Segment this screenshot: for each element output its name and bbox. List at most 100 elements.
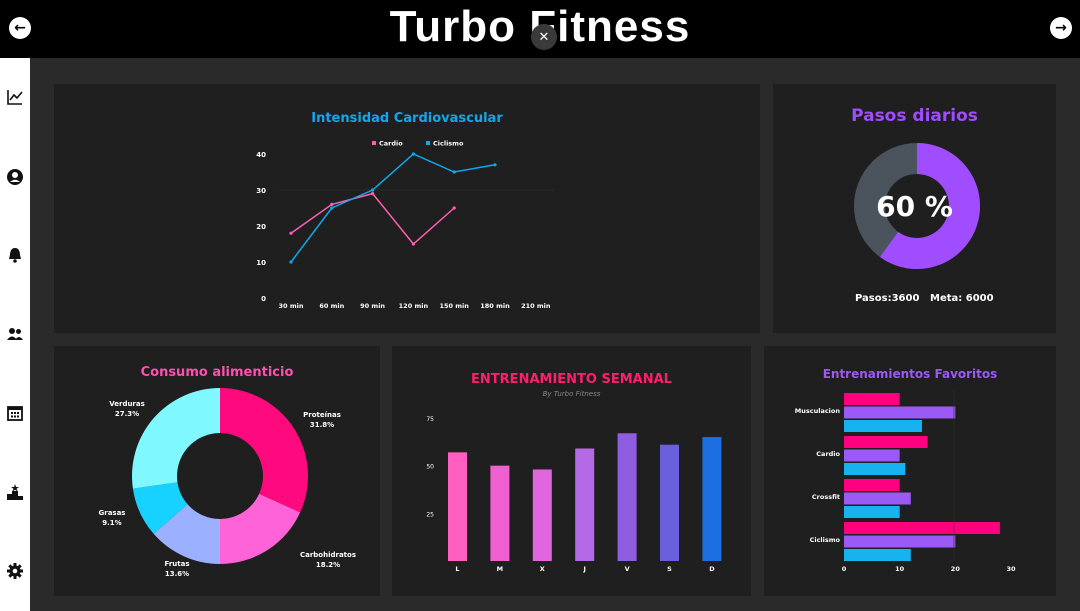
y-tick-label: 20	[256, 223, 266, 231]
food-slice	[153, 504, 220, 564]
y-tick-label: 75	[426, 416, 434, 423]
category-label: Crossfit	[812, 493, 840, 501]
close-icon[interactable]: ✕	[531, 24, 557, 50]
data-point	[452, 206, 456, 210]
steps-count-label: Pasos:3600	[855, 293, 920, 304]
x-tick-label: X	[540, 565, 545, 573]
favorite-bar	[844, 479, 900, 491]
data-point	[493, 163, 497, 167]
weekly-title: ENTRENAMIENTO SEMANAL	[471, 372, 672, 387]
x-tick-label: 120 min	[399, 302, 429, 310]
slice-percent: 31.8%	[310, 421, 334, 429]
data-point	[289, 260, 293, 264]
data-point	[289, 231, 293, 235]
x-tick-label: 150 min	[439, 302, 469, 310]
favorites-hbar-chart: Musculacion Cardio Crossfit Ciclismo 0 10 20 30	[795, 390, 1016, 573]
x-tick-label: 60 min	[319, 302, 344, 310]
legend-label: Ciclismo	[433, 140, 464, 148]
weekly-bar	[702, 437, 722, 561]
legend-label: Cardio	[379, 140, 403, 148]
favorites-card: Entrenamientos Favoritos Musculacion Card…	[764, 346, 1056, 596]
series-line	[290, 192, 455, 246]
favorite-bar	[844, 522, 1000, 534]
favorites-title: Entrenamientos Favoritos	[822, 367, 998, 381]
category-label: Ciclismo	[810, 536, 841, 544]
steps-donut-chart	[854, 143, 980, 269]
x-tick-label: 20	[951, 565, 961, 573]
favorite-bar	[844, 535, 956, 548]
top-bar: ← Turbo Fitness ✕ →	[0, 0, 1080, 58]
weekly-bar	[660, 444, 679, 561]
x-tick-label: D	[709, 565, 715, 573]
cardio-card: Intensidad Cardiovascular 0 10 20 30 40 30 mi…	[54, 84, 760, 333]
favorite-bar	[844, 463, 906, 475]
bell-icon[interactable]	[6, 246, 24, 264]
users-icon[interactable]	[6, 325, 24, 343]
food-slice	[132, 388, 220, 489]
user-circle-icon[interactable]	[6, 168, 24, 186]
favorite-bar	[844, 406, 956, 419]
chart-line-icon[interactable]	[6, 88, 24, 106]
podium-icon[interactable]	[6, 483, 24, 501]
x-tick-label: J	[582, 565, 585, 573]
steps-title: Pasos diarios	[851, 106, 978, 126]
y-tick-label: 30	[256, 187, 266, 195]
x-tick-label: L	[455, 565, 459, 573]
calendar-icon[interactable]	[6, 404, 24, 422]
category-label: Cardio	[816, 450, 840, 458]
arrow-right-icon[interactable]: →	[1050, 17, 1072, 39]
favorite-bar	[844, 393, 900, 405]
x-tick-label: V	[625, 565, 630, 573]
x-tick-label: 10	[895, 565, 905, 573]
food-slice	[132, 482, 188, 534]
weekly-bar	[617, 433, 637, 561]
x-tick-label: 90 min	[360, 302, 385, 310]
slice-percent: 18.2%	[316, 561, 340, 569]
x-tick-label: 30	[1006, 565, 1016, 573]
y-tick-label: 50	[426, 464, 434, 471]
legend-swatch	[426, 141, 430, 145]
weekly-bar	[448, 452, 467, 561]
favorite-bar	[844, 549, 911, 561]
y-tick-label: 25	[426, 511, 434, 518]
slice-label: Verduras	[109, 400, 145, 408]
food-slice	[220, 493, 301, 564]
weekly-bar-chart: 25 50 75 L M X J V S D	[426, 416, 722, 573]
favorite-bar	[844, 436, 928, 448]
x-tick-label: 180 min	[480, 302, 510, 310]
y-tick-label: 0	[261, 295, 266, 303]
cardio-title: Intensidad Cardiovascular	[311, 111, 503, 126]
gear-icon[interactable]	[6, 562, 24, 580]
data-point	[330, 206, 334, 210]
slice-label: Proteínas	[303, 411, 341, 419]
data-point	[411, 242, 415, 246]
weekly-card: ENTRENAMIENTO SEMANAL By Turbo Fitness 2…	[392, 346, 751, 596]
slice-label: Carbohidratos	[300, 551, 356, 559]
slice-percent: 9.1%	[102, 519, 121, 527]
steps-card: Pasos diarios 60 % Pasos:3600 Meta: 6000	[773, 84, 1056, 333]
slice-label: Frutas	[164, 560, 189, 568]
favorite-bar	[844, 506, 900, 518]
slice-percent: 13.6%	[165, 570, 189, 578]
data-point	[371, 188, 375, 192]
slice-percent: 27.3%	[115, 410, 139, 418]
sidebar	[0, 58, 30, 611]
food-card: Consumo alimenticio Proteínas 31.8% Carboh…	[54, 346, 380, 596]
weekly-bar	[575, 448, 595, 561]
weekly-bar	[490, 465, 510, 561]
arrow-left-icon[interactable]: ←	[9, 17, 31, 39]
dashboard-main: Intensidad Cardiovascular 0 10 20 30 40 30 mi…	[30, 58, 1080, 611]
x-tick-label: S	[667, 565, 672, 573]
y-tick-label: 40	[256, 151, 266, 159]
favorite-bar	[844, 492, 911, 505]
x-tick-label: 210 min	[521, 302, 551, 310]
food-slice	[220, 388, 308, 513]
category-label: Musculacion	[795, 407, 841, 415]
weekly-bar	[532, 469, 552, 561]
data-point	[330, 202, 334, 206]
data-point	[411, 152, 415, 156]
favorite-bar	[844, 449, 900, 462]
slice-label: Grasas	[99, 509, 126, 517]
steps-goal-label: Meta: 6000	[930, 293, 994, 304]
